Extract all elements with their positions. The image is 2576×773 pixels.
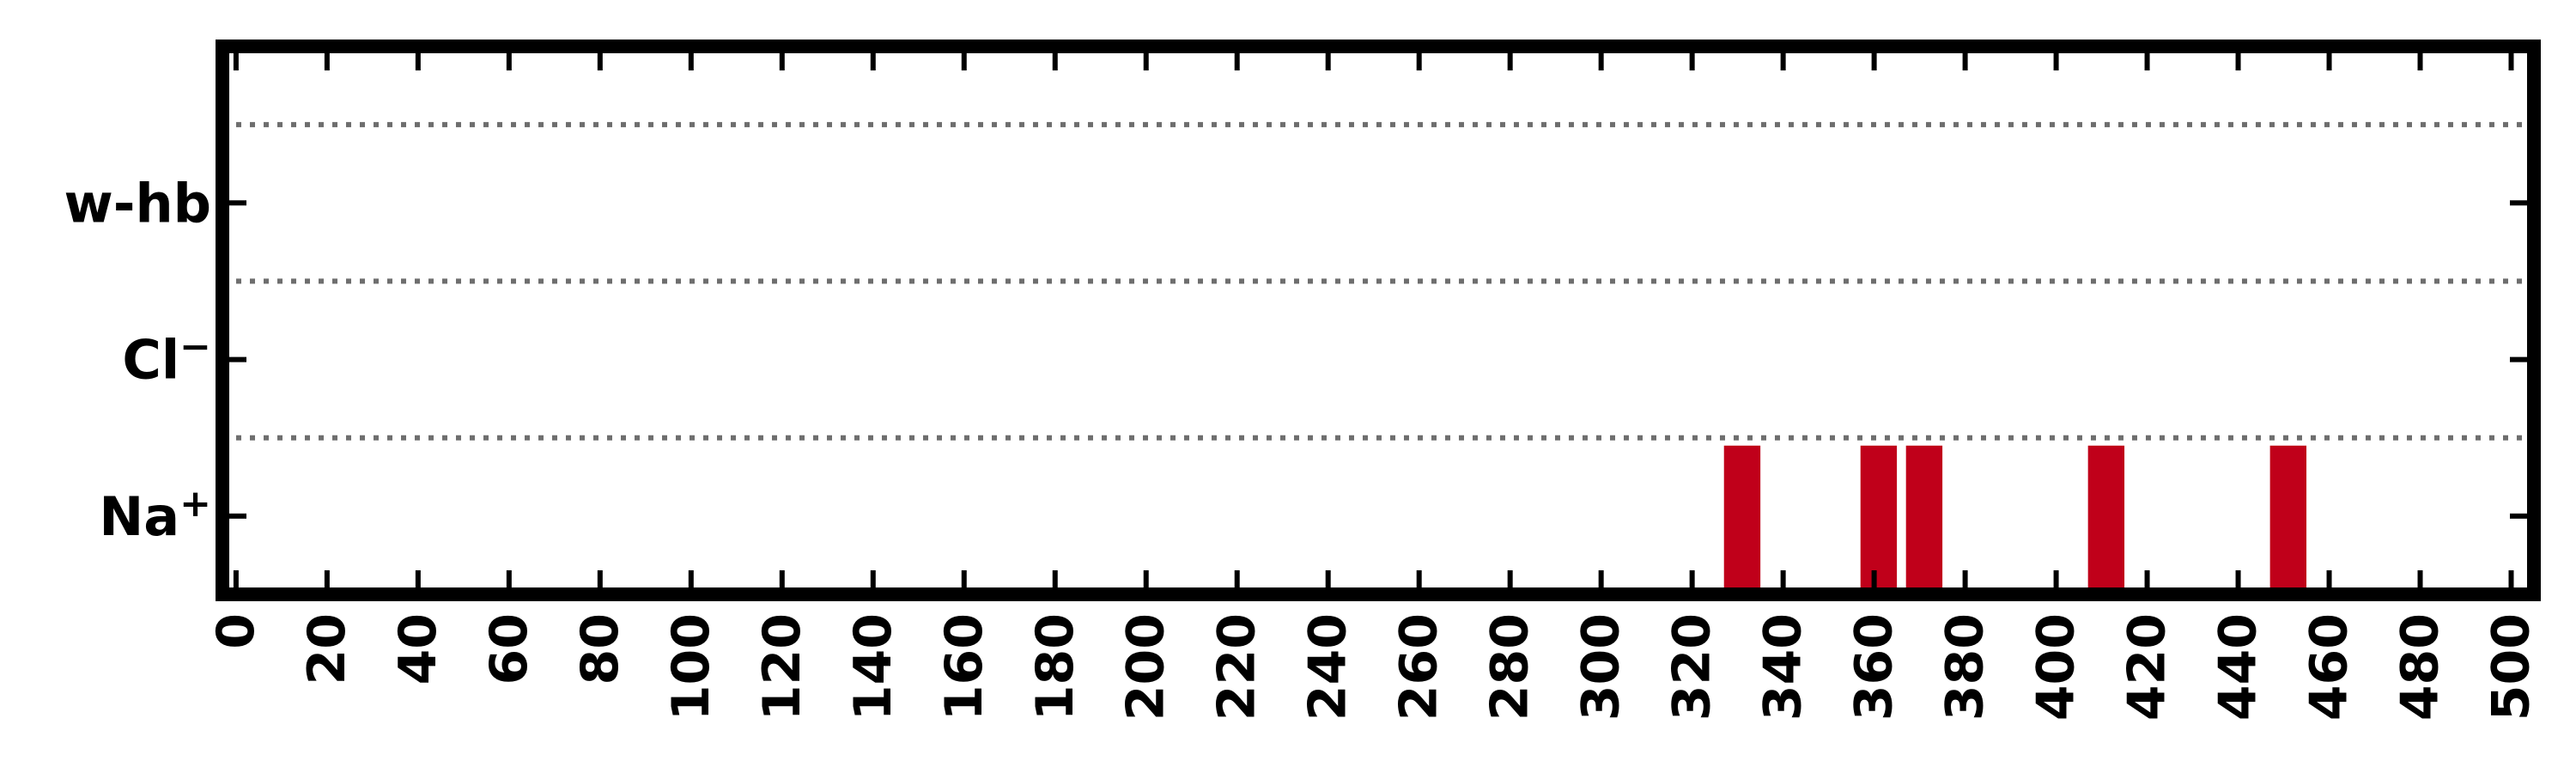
x-tick-label-380: 380: [1935, 613, 1996, 721]
grid-lines: [222, 122, 2534, 441]
y-label-na: Na+: [99, 482, 211, 548]
x-tick-label-100: 100: [661, 613, 721, 721]
x-tick-label-400: 400: [2026, 613, 2087, 721]
bar-1: [1860, 445, 1898, 594]
x-tick-label-240: 240: [1298, 613, 1358, 721]
x-tick-label-20: 20: [297, 613, 357, 685]
y-label-cl: Cl−: [122, 326, 211, 392]
x-tick-label-160: 160: [934, 613, 994, 721]
x-tick-label-180: 180: [1025, 613, 1085, 721]
axis-ticks: [222, 44, 2534, 594]
x-tick-label-140: 140: [843, 613, 903, 721]
bar-2: [1905, 445, 1943, 594]
x-tick-label-40: 40: [388, 613, 448, 685]
x-tick-label-360: 360: [1844, 613, 1905, 721]
x-tick-label-320: 320: [1662, 613, 1722, 721]
x-tick-label-340: 340: [1753, 613, 1814, 721]
x-tick-label-80: 80: [570, 613, 630, 685]
x-axis-labels: 0 20 40 60 80 100 120 140 160 180 200 220 240 260 280 3…: [206, 613, 2542, 721]
x-tick-label-440: 440: [2208, 613, 2269, 721]
bar-0: [1723, 445, 1761, 594]
y-axis-labels: Na+ Cl− w-hb: [64, 172, 211, 548]
x-tick-label-480: 480: [2391, 613, 2451, 721]
y-label-whb: w-hb: [64, 172, 211, 234]
x-tick-label-200: 200: [1116, 613, 1176, 721]
x-tick-label-300: 300: [1571, 613, 1631, 721]
x-tick-label-460: 460: [2300, 613, 2360, 721]
x-tick-label-420: 420: [2117, 613, 2178, 721]
x-tick-label-500: 500: [2482, 613, 2542, 721]
x-tick-label-0: 0: [206, 613, 266, 649]
bar-4: [2269, 445, 2307, 594]
x-tick-label-220: 220: [1207, 613, 1267, 721]
x-tick-label-60: 60: [479, 613, 539, 685]
bars: [1723, 445, 2307, 594]
x-tick-label-260: 260: [1389, 613, 1449, 721]
bar-3: [2087, 445, 2125, 594]
x-tick-label-280: 280: [1480, 613, 1540, 721]
x-tick-label-120: 120: [752, 613, 812, 721]
plot-frame: [216, 40, 2541, 601]
